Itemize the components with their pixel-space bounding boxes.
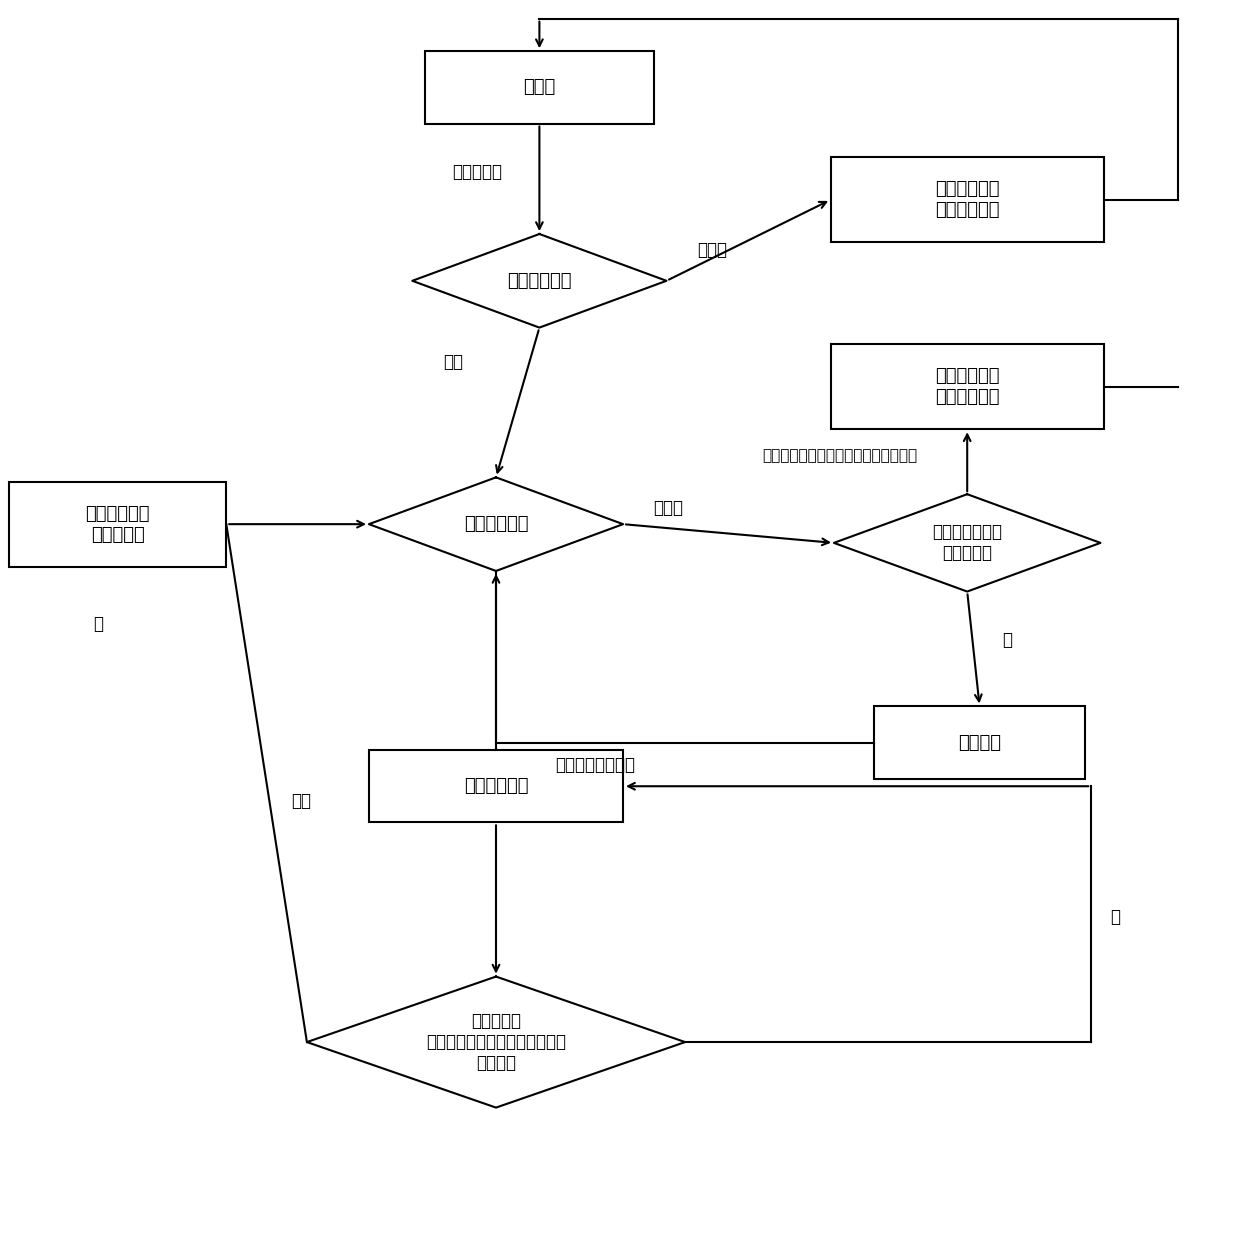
Text: 提醒驾驶员激
活条件不满足: 提醒驾驶员激 活条件不满足: [935, 180, 999, 220]
Polygon shape: [308, 976, 684, 1108]
Text: 判断是否能车速
调整后变道: 判断是否能车速 调整后变道: [932, 523, 1002, 563]
Text: 不满足: 不满足: [697, 241, 727, 258]
Text: 激活条件判断: 激活条件判断: [507, 272, 572, 290]
Text: 提醒转向已由
驾驶员控制: 提醒转向已由 驾驶员控制: [86, 504, 150, 544]
Text: 初始化: 初始化: [523, 79, 556, 96]
Text: 满足: 满足: [291, 792, 311, 810]
Text: 是: 是: [93, 615, 103, 633]
FancyBboxPatch shape: [831, 157, 1104, 242]
Text: 满足: 满足: [443, 353, 463, 371]
Text: 驾驶员作用
在方向盘上的力矩是否大于预设
力矩阈值: 驾驶员作用 在方向盘上的力矩是否大于预设 力矩阈值: [427, 1012, 565, 1072]
Text: 提醒驾驶员换
道条件不满足: 提醒驾驶员换 道条件不满足: [935, 367, 999, 407]
Text: 调整车速: 调整车速: [959, 734, 1001, 751]
FancyBboxPatch shape: [831, 344, 1104, 429]
Text: 不满足: 不满足: [653, 499, 683, 517]
Polygon shape: [833, 494, 1101, 592]
FancyBboxPatch shape: [10, 482, 226, 567]
Polygon shape: [370, 478, 624, 572]
Text: 不能或者速度调整的次数达到预设次数: 不能或者速度调整的次数达到预设次数: [763, 448, 918, 463]
Text: 执行自动变道: 执行自动变道: [464, 778, 528, 795]
Text: 驾驶员触发: 驾驶员触发: [453, 163, 502, 181]
Text: 变道条件判断: 变道条件判断: [464, 515, 528, 533]
FancyBboxPatch shape: [874, 706, 1085, 779]
FancyBboxPatch shape: [424, 51, 655, 124]
Polygon shape: [412, 235, 667, 327]
Text: 能: 能: [1002, 631, 1012, 649]
Text: 否: 否: [1110, 909, 1120, 926]
Text: 速度调整次数累加: 速度调整次数累加: [556, 756, 636, 774]
FancyBboxPatch shape: [370, 750, 624, 822]
